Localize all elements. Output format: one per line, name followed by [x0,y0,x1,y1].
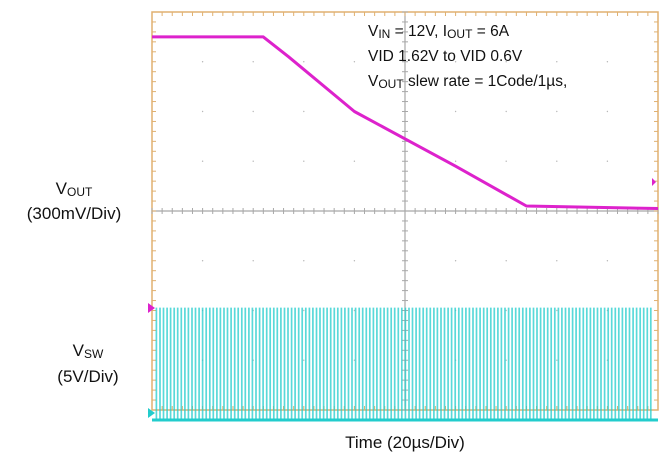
grid-dot [303,260,305,262]
grid-dot [303,110,305,113]
grid-dot [505,110,507,113]
grid-dot [353,359,356,361]
grid-dot [201,260,204,262]
grid-dot [606,260,609,262]
grid-dot [353,160,356,162]
grid-dot [505,260,507,262]
grid-dot [556,110,558,113]
vout-trace [152,35,659,210]
channel-markers [148,178,656,418]
grid-dot [303,359,305,361]
channel-marker-vout [148,303,155,314]
grid-dot [252,61,254,63]
grid-dot [505,160,507,162]
annotation-line-1: VIN = 12V, IOUT = 6A [368,23,510,41]
vsw-scale-label: (5V/Div) [57,367,119,386]
annotation-line-3: VOUT slew rate = 1Code/1µs, [368,73,568,91]
grid-dot [252,160,254,162]
grid-dot [252,260,254,262]
grid-dot [556,359,558,361]
grid-dot [556,260,558,262]
grid-dot [454,160,457,162]
vsw-label: VSW [72,341,104,361]
grid-dot [606,61,609,63]
annotation-line-2: VID 1.62V to VID 0.6V [368,48,523,65]
grid-dot [353,309,356,312]
grid-dot [303,61,305,63]
vout-label: VOUT [55,179,93,199]
vout-scale-label: (300mV/Div) [26,204,122,223]
grid-dot [252,110,254,113]
grid-dot [556,160,558,162]
grid-dot [606,160,609,162]
traces [152,35,659,422]
grid-dot [353,260,356,262]
trigger-marker [652,178,656,186]
grid-dot [556,61,558,63]
channel-marker-vsw [148,407,155,418]
grid-dot [353,61,356,63]
grid-dot [454,61,457,63]
grid-dot [303,160,305,162]
grid-dot [201,160,204,162]
grid-dot [201,110,204,113]
grid-dot [556,309,558,312]
grid-dot [454,110,457,113]
grid-dot [606,110,609,113]
grid-dot [201,61,204,63]
grid-dot [454,260,457,262]
grid-dot [303,309,305,312]
x-axis-label: Time (20µs/Div) [345,433,465,452]
grid-dot [505,61,507,63]
